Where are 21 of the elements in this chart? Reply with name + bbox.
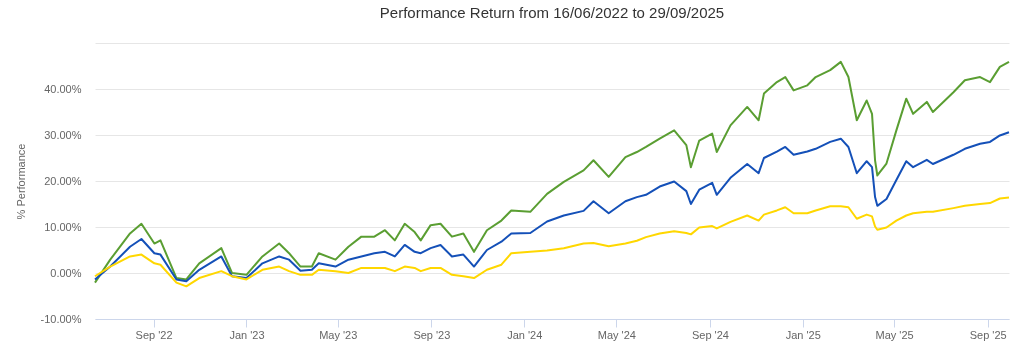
x-tick-label: May '25 bbox=[875, 328, 914, 341]
chart-title: Performance Return from 16/06/2022 to 29/09/2025 bbox=[379, 4, 725, 21]
line-series bbox=[94, 196, 1010, 288]
x-tick-label: May '24 bbox=[597, 328, 636, 341]
y-tick-label: 20.00% bbox=[44, 174, 82, 187]
x-tick-label: Sep '23 bbox=[413, 328, 451, 341]
x-tick-label: Sep '22 bbox=[135, 328, 173, 341]
x-tick-label: Jan '25 bbox=[785, 328, 821, 341]
x-tick-label: Jan '24 bbox=[507, 328, 543, 341]
x-tick-label: Sep '24 bbox=[691, 328, 729, 341]
y-tick-label: -10.00% bbox=[40, 312, 82, 325]
y-tick-label: 40.00% bbox=[44, 82, 82, 95]
x-tick-label: May '23 bbox=[319, 328, 358, 341]
y-tick-label: 30.00% bbox=[44, 128, 82, 141]
y-tick-label: 0.00% bbox=[50, 266, 82, 279]
x-tick-label: Jan '23 bbox=[229, 328, 265, 341]
line-series bbox=[94, 131, 1010, 283]
y-axis-title: % Performance bbox=[14, 143, 27, 220]
x-tick-label: Sep '25 bbox=[969, 328, 1007, 341]
y-tick-label: 10.00% bbox=[44, 220, 82, 233]
line-series bbox=[94, 60, 1010, 284]
